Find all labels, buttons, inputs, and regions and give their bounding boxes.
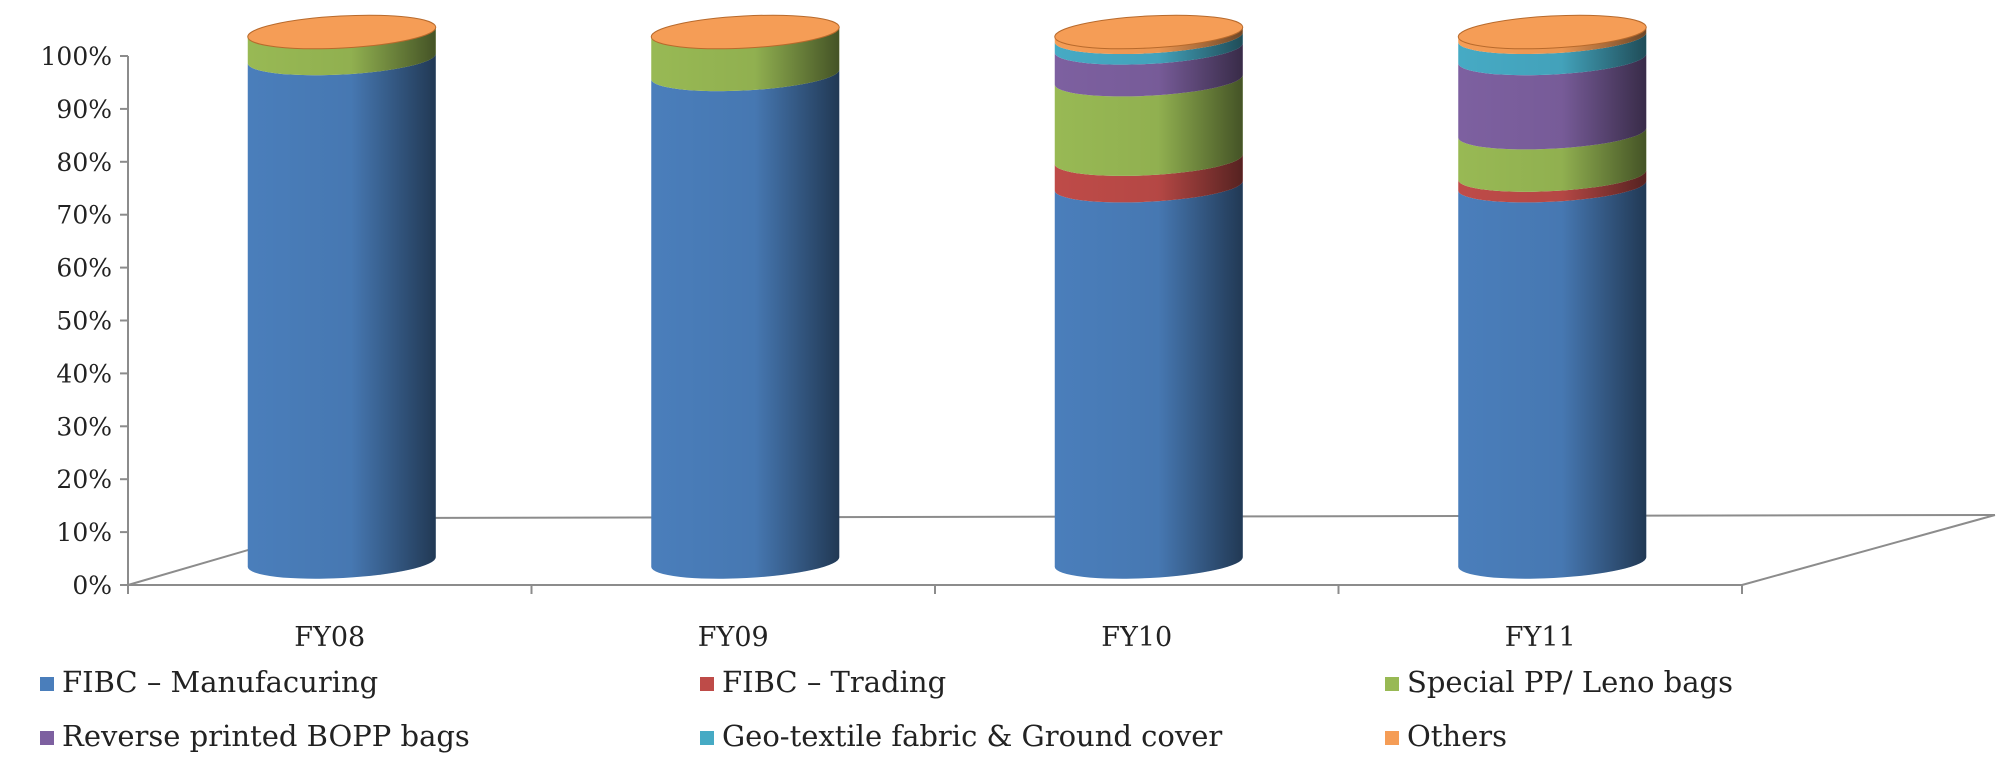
y-tick-label: 40% — [56, 359, 112, 388]
bar-fy11 — [1457, 14, 1647, 579]
legend-item: FIBC – Trading — [700, 665, 946, 699]
legend-label: Special PP/ Leno bags — [1407, 665, 1733, 699]
legend-item: Geo-textile fabric & Ground cover — [700, 719, 1222, 753]
y-axis-ticks: 0% 10% 20% 30% 40% 50% 60% 70% 80% 90% 100% — [41, 42, 128, 600]
legend: FIBC – Manufacuring FIBC – Trading Special… — [40, 665, 1733, 753]
y-tick-label: 0% — [72, 571, 112, 600]
bar-segment-shading — [1054, 74, 1243, 176]
legend-swatch — [1385, 677, 1399, 691]
x-axis-label: FY10 — [1101, 622, 1172, 653]
legend-item: FIBC – Manufacuring — [40, 665, 378, 699]
bar-segment-shading — [247, 53, 436, 579]
bar-segment-shading — [1458, 27, 1647, 55]
x-axis-label: FY09 — [698, 622, 769, 653]
legend-item: Special PP/ Leno bags — [1385, 665, 1733, 699]
bar-cap-fy09 — [650, 14, 840, 50]
bar-segment-shading — [1054, 42, 1243, 97]
y-tick-label: 60% — [56, 254, 112, 283]
legend-swatch — [40, 677, 54, 691]
y-tick-label: 80% — [56, 148, 112, 177]
bar-segment-shading — [1054, 32, 1243, 65]
bar-segment-shading — [1458, 53, 1647, 150]
y-tick-label: 70% — [56, 201, 112, 230]
x-axis-label: FY08 — [294, 622, 365, 653]
y-tick-label: 30% — [56, 412, 112, 441]
legend-label: Reverse printed BOPP bags — [62, 719, 470, 753]
legend-swatch — [700, 677, 714, 691]
y-tick-label: 50% — [56, 307, 112, 336]
x-axis-label: FY11 — [1505, 622, 1576, 653]
floor-right-edge — [1741, 514, 1996, 586]
legend-swatch — [700, 731, 714, 745]
y-tick-label: 20% — [56, 465, 112, 494]
bar-fy09 — [650, 14, 840, 579]
bar-cap-fy08 — [247, 14, 437, 50]
bar-segment-shading — [1458, 180, 1647, 579]
bar-cap-fy11 — [1457, 14, 1647, 50]
bar-fy10 — [1054, 14, 1244, 579]
legend-label: Geo-textile fabric & Ground cover — [722, 719, 1222, 753]
bar-segment-shading — [651, 69, 840, 579]
legend-label: FIBC – Trading — [722, 665, 946, 699]
bar-segment-shading — [1458, 127, 1647, 192]
x-axis-labels: FY08 FY09 FY10 FY11 — [294, 622, 1575, 653]
y-tick-label: 100% — [41, 42, 112, 71]
legend-label: Others — [1407, 719, 1507, 753]
bar-fy08 — [247, 14, 437, 579]
bar-segment-shading — [1054, 180, 1243, 579]
bar-segment-shading — [1054, 154, 1243, 203]
bar-segment-shading — [1458, 32, 1647, 76]
bars — [247, 14, 1647, 579]
bar-segment-shading — [247, 27, 436, 76]
x-axis-ticks — [127, 585, 1743, 594]
legend-swatch — [40, 731, 54, 745]
legend-item: Reverse printed BOPP bags — [40, 719, 470, 753]
bar-segment-shading — [1054, 27, 1243, 55]
bar-segment-shading — [1458, 170, 1647, 203]
legend-swatch — [1385, 731, 1399, 745]
y-tick-label: 90% — [56, 95, 112, 124]
y-tick-label: 10% — [56, 518, 112, 547]
legend-item: Others — [1385, 719, 1507, 753]
bar-cap-fy10 — [1054, 14, 1244, 50]
bar-segment-shading — [651, 27, 840, 92]
legend-label: FIBC – Manufacuring — [62, 665, 378, 699]
